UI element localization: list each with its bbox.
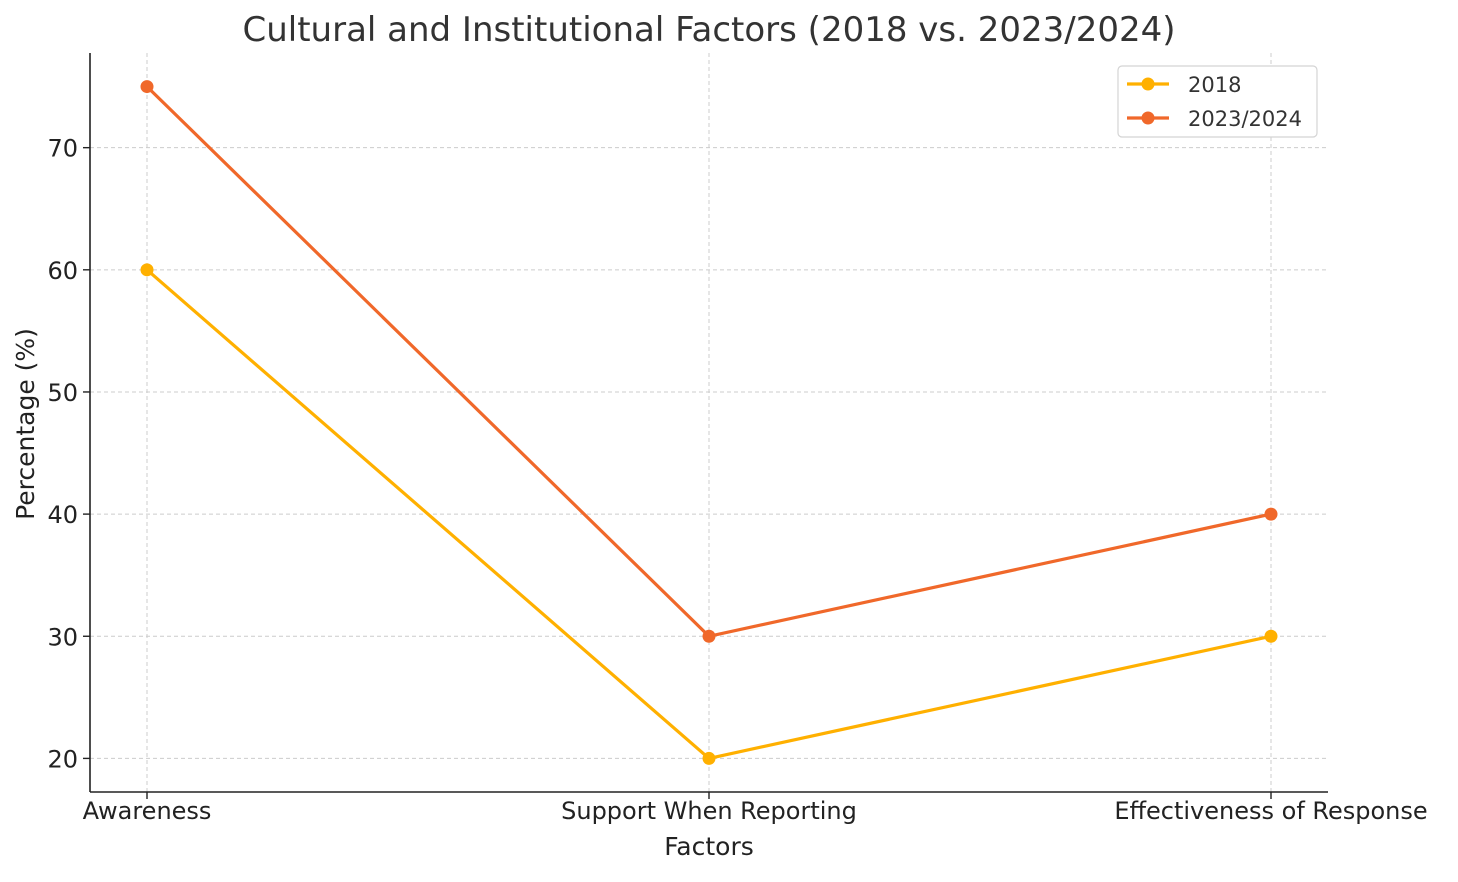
x-tick-label: Support When Reporting [561, 797, 857, 825]
legend-label: 2018 [1188, 73, 1241, 97]
legend-marker [1141, 111, 1155, 125]
data-point [702, 751, 716, 765]
x-tick-label: Effectiveness of Response [1114, 797, 1427, 825]
x-axis-ticks: Awareness Support When Reporting Effective… [83, 792, 1428, 825]
chart-title: Cultural and Institutional Factors (2018… [242, 10, 1175, 50]
legend-marker [1141, 77, 1155, 91]
y-axis-label: Percentage (%) [11, 328, 40, 520]
y-axis-ticks: 20 30 40 50 60 70 [47, 135, 90, 773]
legend-label: 2023/2024 [1188, 107, 1302, 131]
data-point [1264, 629, 1278, 643]
grid-lines [90, 53, 1328, 792]
y-tick-label: 20 [47, 745, 78, 773]
y-tick-label: 50 [47, 379, 78, 407]
x-axis-label: Factors [664, 832, 754, 861]
y-tick-label: 40 [47, 501, 78, 529]
data-point [702, 629, 716, 643]
data-point [140, 263, 154, 277]
series-layer [140, 80, 1278, 765]
y-tick-label: 60 [47, 257, 78, 285]
data-point [140, 80, 154, 94]
y-tick-label: 70 [47, 135, 78, 163]
data-point [1264, 507, 1278, 521]
y-tick-label: 30 [47, 623, 78, 651]
x-tick-label: Awareness [83, 797, 212, 825]
legend: 2018 2023/2024 [1117, 65, 1318, 138]
